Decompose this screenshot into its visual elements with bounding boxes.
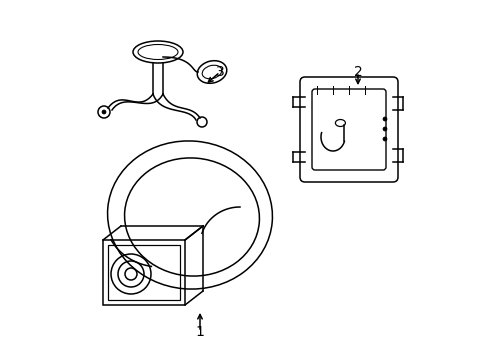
Text: 1: 1	[195, 325, 204, 339]
Bar	[103, 240, 184, 305]
Circle shape	[102, 110, 106, 114]
Bar	[108, 245, 180, 300]
Text: 3: 3	[215, 65, 224, 79]
Circle shape	[382, 127, 386, 131]
Circle shape	[382, 117, 386, 121]
Circle shape	[382, 137, 386, 141]
Text: 2: 2	[353, 65, 362, 79]
